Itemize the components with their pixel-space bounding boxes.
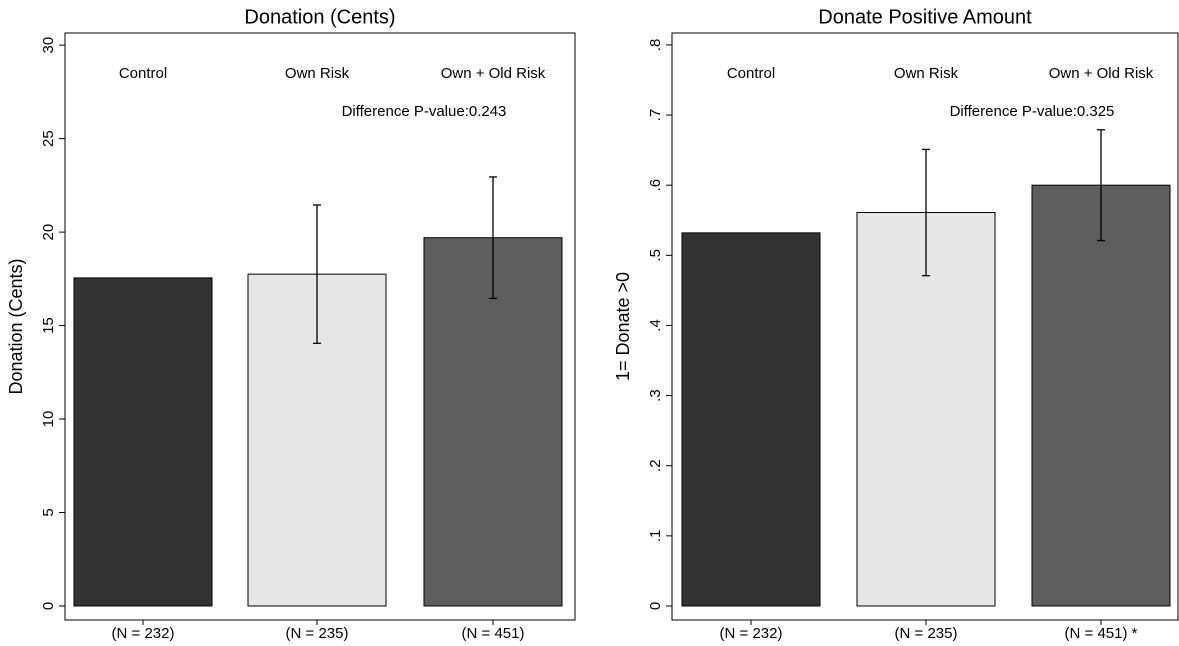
y-tick-label: .7	[647, 109, 664, 122]
annotation: Difference P-value:0.243	[342, 103, 507, 120]
y-tick-label: 10	[40, 411, 57, 428]
category-label: Own + Old Risk	[441, 65, 546, 82]
y-tick-label: 15	[40, 317, 57, 334]
y-tick-label: .5	[647, 249, 664, 262]
y-tick-label: 25	[40, 130, 57, 147]
y-tick-label: 20	[40, 224, 57, 241]
y-tick-label: .6	[647, 179, 664, 192]
category-label: Own + Old Risk	[1049, 65, 1154, 82]
y-tick-label: .8	[647, 39, 664, 52]
x-tick-label: (N = 232)	[720, 625, 783, 642]
y-tick-label: .4	[647, 319, 664, 332]
chart-title: Donate Positive Amount	[818, 6, 1032, 28]
bar	[1031, 184, 1171, 607]
bar	[247, 273, 387, 607]
plot-frame	[64, 32, 576, 621]
y-axis-label: 1= Donate >0	[613, 272, 633, 381]
y-tick-label: 0	[40, 602, 57, 610]
chart-title: Donation (Cents)	[244, 6, 395, 28]
y-tick-label: .3	[647, 389, 664, 402]
y-tick-label: 30	[40, 37, 57, 54]
bar	[73, 277, 213, 607]
bar	[681, 232, 821, 607]
y-tick-label: 5	[40, 508, 57, 516]
x-tick-label: (N = 232)	[112, 625, 175, 642]
category-label: Control	[119, 65, 167, 82]
bar	[856, 212, 996, 607]
y-tick-label: .2	[647, 459, 664, 472]
x-tick-label: (N = 235)	[286, 625, 349, 642]
x-tick-label: (N = 235)	[895, 625, 958, 642]
y-tick-label: .1	[647, 530, 664, 543]
category-label: Own Risk	[285, 65, 350, 82]
plot-frame	[671, 32, 1179, 621]
annotation: Difference P-value:0.325	[950, 103, 1115, 120]
y-tick-label: 0	[647, 602, 664, 610]
y-axis-label: Donation (Cents)	[6, 258, 26, 394]
x-tick-label: (N = 451) *	[1065, 625, 1138, 642]
category-label: Own Risk	[894, 65, 959, 82]
x-tick-label: (N = 451)	[462, 625, 525, 642]
category-label: Control	[727, 65, 775, 82]
